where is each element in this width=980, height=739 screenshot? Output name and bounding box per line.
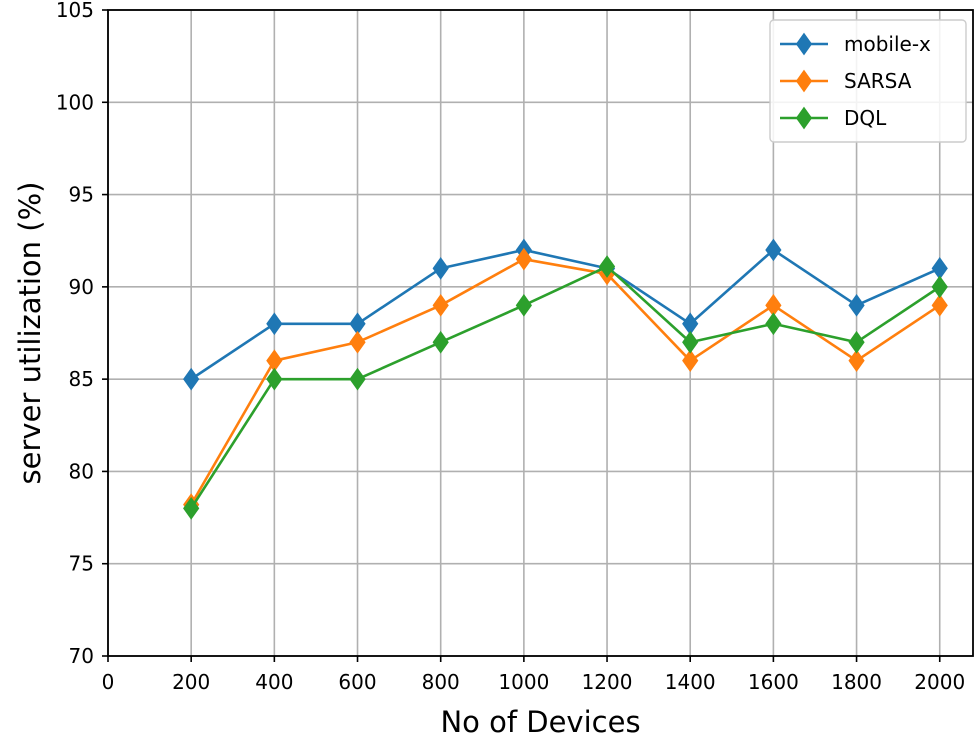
legend-item: DQL bbox=[780, 106, 887, 130]
x-tick-label: 600 bbox=[338, 670, 376, 694]
x-tick-label: 0 bbox=[102, 670, 115, 694]
data-point bbox=[682, 330, 699, 354]
plot-frame bbox=[107, 9, 974, 657]
axis-ticks: 0 200 400 600 800 1000 1200 1400 1600 1800 2000 70 7… bbox=[56, 0, 965, 694]
data-point bbox=[432, 257, 449, 280]
legend-label: SARSA bbox=[844, 69, 912, 93]
data-point bbox=[183, 496, 200, 520]
legend-box bbox=[769, 19, 967, 143]
y-tick-label: 100 bbox=[56, 90, 94, 114]
y-tick-label: 95 bbox=[69, 183, 94, 207]
data-point bbox=[848, 330, 865, 354]
x-axis-title: No of Devices bbox=[440, 705, 640, 739]
x-tick-label: 1800 bbox=[831, 670, 882, 694]
data-point bbox=[349, 330, 366, 354]
series-line bbox=[190, 257, 941, 506]
data-point bbox=[515, 293, 532, 317]
y-tick-label: 75 bbox=[69, 552, 94, 576]
data-point bbox=[432, 293, 449, 317]
legend-marker bbox=[795, 106, 813, 130]
legend-item: SARSA bbox=[780, 69, 912, 93]
data-point bbox=[349, 367, 366, 391]
x-tick-label: 1400 bbox=[665, 670, 716, 694]
legend-marker bbox=[795, 69, 813, 93]
y-tick-label: 90 bbox=[69, 275, 94, 299]
data-point bbox=[848, 349, 865, 373]
legend: mobile-x SARSA DQL bbox=[769, 19, 967, 143]
data-point bbox=[598, 255, 616, 278]
x-tick-label: 200 bbox=[172, 670, 210, 694]
data-point bbox=[432, 330, 449, 354]
series-DQL bbox=[183, 255, 948, 520]
data-point bbox=[931, 275, 948, 299]
y-tick-label: 105 bbox=[56, 0, 94, 22]
x-tick-label: 1200 bbox=[582, 670, 633, 694]
series-line bbox=[190, 265, 941, 510]
x-tick-label: 1600 bbox=[748, 670, 799, 694]
series-layer bbox=[183, 238, 948, 520]
data-point bbox=[183, 367, 200, 391]
x-tick-label: 400 bbox=[255, 670, 293, 694]
series-mobile-x bbox=[183, 238, 948, 391]
data-point bbox=[848, 293, 865, 317]
series-line bbox=[190, 248, 941, 381]
data-point bbox=[765, 312, 782, 336]
x-tick-label: 800 bbox=[422, 670, 460, 694]
y-tick-label: 85 bbox=[69, 367, 94, 391]
legend-item: mobile-x bbox=[780, 32, 931, 56]
x-tick-label: 1000 bbox=[498, 670, 549, 694]
data-point bbox=[682, 349, 699, 373]
data-point bbox=[931, 293, 948, 317]
data-point bbox=[266, 312, 283, 336]
data-point bbox=[266, 367, 283, 391]
legend-label: DQL bbox=[844, 106, 887, 130]
data-point bbox=[765, 238, 782, 262]
legend-label: mobile-x bbox=[844, 32, 931, 56]
x-tick-label: 2000 bbox=[914, 670, 965, 694]
data-point bbox=[515, 247, 532, 271]
y-tick-label: 70 bbox=[69, 644, 94, 668]
legend-marker bbox=[795, 32, 813, 56]
y-axis-title: server utilization (%) bbox=[13, 182, 47, 485]
y-tick-label: 80 bbox=[69, 459, 94, 483]
